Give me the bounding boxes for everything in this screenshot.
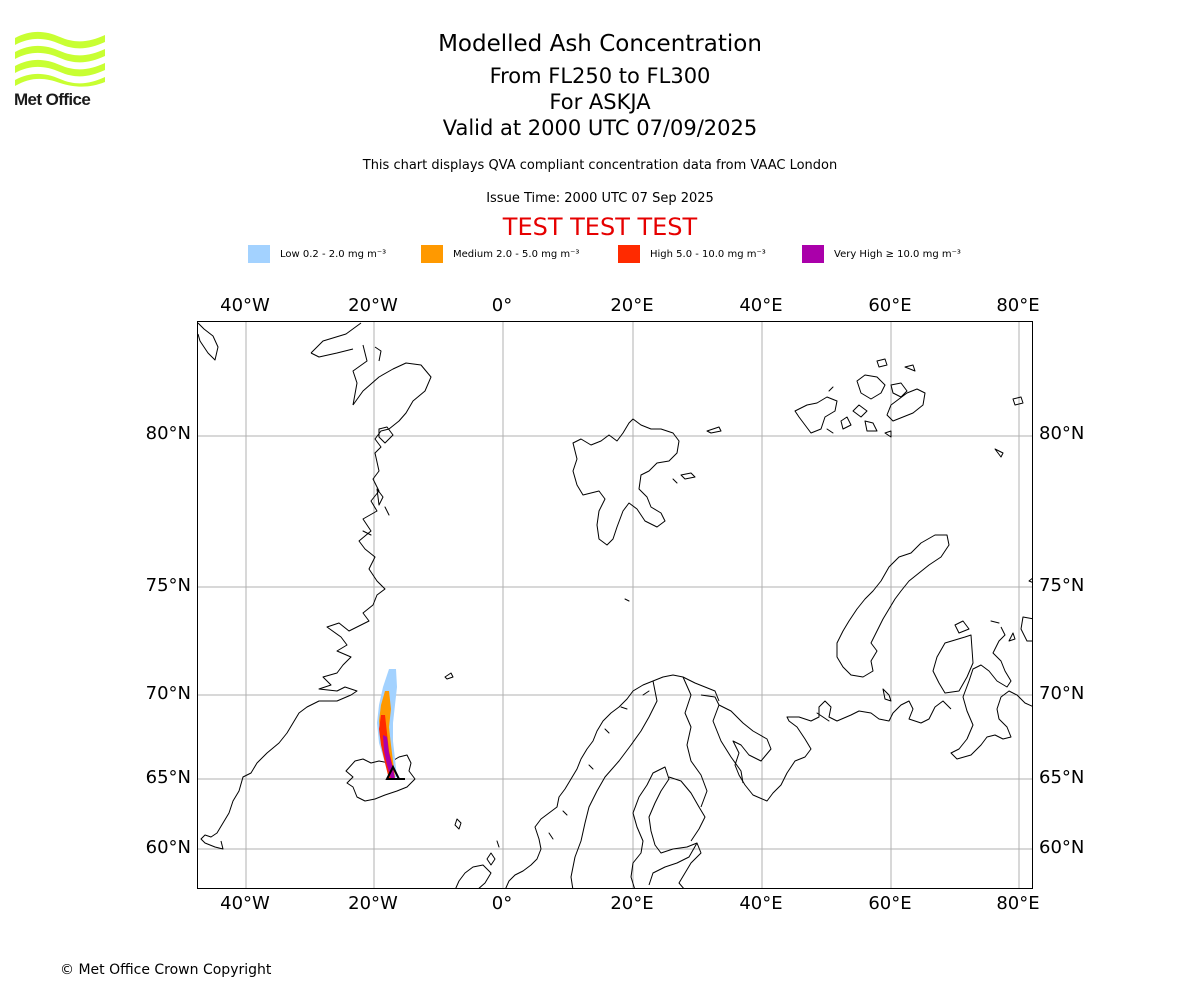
coast-novaya-zemlya	[836, 534, 950, 678]
lon-tick-bottom-20w: 20°W	[348, 893, 398, 914]
coast-franz-josef	[794, 358, 1024, 458]
chart-title: Modelled Ash Concentration	[438, 31, 762, 57]
lat-tick-left-70n: 70°N	[145, 683, 191, 704]
lat-tick-right-80n: 80°N	[1039, 423, 1085, 444]
volcano-name: For ASKJA	[549, 90, 651, 114]
lon-tick-bottom-0: 0°	[491, 893, 513, 914]
lat-tick-left-75n: 75°N	[145, 575, 191, 596]
coastlines	[198, 322, 1032, 888]
coast-greenland-nw	[198, 322, 219, 361]
legend-item-low: Low 0.2 - 2.0 mg m⁻³	[248, 244, 386, 264]
lon-tick-top-40e: 40°E	[739, 295, 783, 316]
copyright: © Met Office Crown Copyright	[60, 962, 272, 978]
ash-plume	[377, 669, 397, 779]
coast-greenland-north	[310, 322, 368, 406]
issue-time: Issue Time: 2000 UTC 07 Sep 2025	[486, 191, 714, 206]
lon-tick-top-40w: 40°W	[220, 295, 270, 316]
coast-russia-north	[718, 700, 952, 802]
legend-swatch-low	[248, 245, 270, 263]
lon-tick-bottom-20e: 20°E	[610, 893, 654, 914]
met-office-logo: Met Office	[14, 30, 106, 112]
lat-tick-right-60n: 60°N	[1039, 837, 1085, 858]
valid-time: Valid at 2000 UTC 07/09/2025	[442, 116, 758, 140]
coast-svalbard	[572, 418, 680, 546]
coast-greenland-small	[362, 346, 394, 536]
coast-svalbard-small	[624, 426, 722, 602]
map-frame	[197, 321, 1033, 889]
coast-russia-east	[932, 577, 1032, 760]
lat-tick-left-80n: 80°N	[145, 423, 191, 444]
legend-item-medium: Medium 2.0 - 5.0 mg m⁻³	[421, 244, 579, 264]
volcano-marker-icon	[385, 764, 405, 780]
flight-level-range: From FL250 to FL300	[489, 64, 711, 88]
lon-tick-bottom-80e: 80°E	[996, 893, 1040, 914]
lat-tick-right-70n: 70°N	[1039, 683, 1085, 704]
lon-tick-bottom-40w: 40°W	[220, 893, 270, 914]
coast-shetland	[486, 840, 500, 866]
coast-jan-mayen	[444, 672, 454, 680]
legend-item-very-high: Very High ≥ 10.0 mg m⁻³	[802, 244, 961, 264]
lat-tick-right-65n: 65°N	[1039, 767, 1085, 788]
test-banner: TEST TEST TEST	[502, 213, 698, 241]
lon-tick-top-0: 0°	[491, 295, 513, 316]
coast-iceland	[345, 754, 416, 802]
coast-baltic	[630, 766, 706, 888]
lon-tick-bottom-40e: 40°E	[739, 893, 783, 914]
lon-tick-top-20e: 20°E	[610, 295, 654, 316]
lon-tick-bottom-60e: 60°E	[868, 893, 912, 914]
coast-borders	[570, 676, 744, 888]
legend-label-very-high: Very High ≥ 10.0 mg m⁻³	[834, 248, 961, 260]
coast-faroes	[454, 818, 462, 830]
coast-scotland	[455, 864, 492, 888]
legend-label-high: High 5.0 - 10.0 mg m⁻³	[650, 248, 766, 260]
legend-swatch-medium	[421, 245, 443, 263]
lon-tick-top-60e: 60°E	[868, 295, 912, 316]
legend-swatch-very-high	[802, 245, 824, 263]
legend-item-high: High 5.0 - 10.0 mg m⁻³	[618, 244, 766, 264]
met-office-wave-icon	[15, 31, 105, 87]
gridlines	[198, 322, 1032, 888]
coast-kolguev	[882, 688, 892, 702]
coast-kola	[700, 694, 830, 722]
lon-tick-top-20w: 20°W	[348, 295, 398, 316]
coast-scandinavia	[505, 674, 720, 888]
logo-text: Met Office	[14, 90, 91, 109]
coast-norway-islands	[548, 690, 650, 840]
lat-tick-left-60n: 60°N	[145, 837, 191, 858]
legend-swatch-high	[618, 245, 640, 263]
chart-subtitle: This chart displays QVA compliant concen…	[362, 158, 838, 173]
ash-map	[198, 322, 1032, 888]
coast-greenland-ne	[200, 362, 432, 850]
lon-tick-top-80e: 80°E	[996, 295, 1040, 316]
lat-tick-right-75n: 75°N	[1039, 575, 1085, 596]
lat-tick-left-65n: 65°N	[145, 767, 191, 788]
legend-label-low: Low 0.2 - 2.0 mg m⁻³	[280, 248, 387, 260]
legend-label-medium: Medium 2.0 - 5.0 mg m⁻³	[453, 248, 580, 260]
